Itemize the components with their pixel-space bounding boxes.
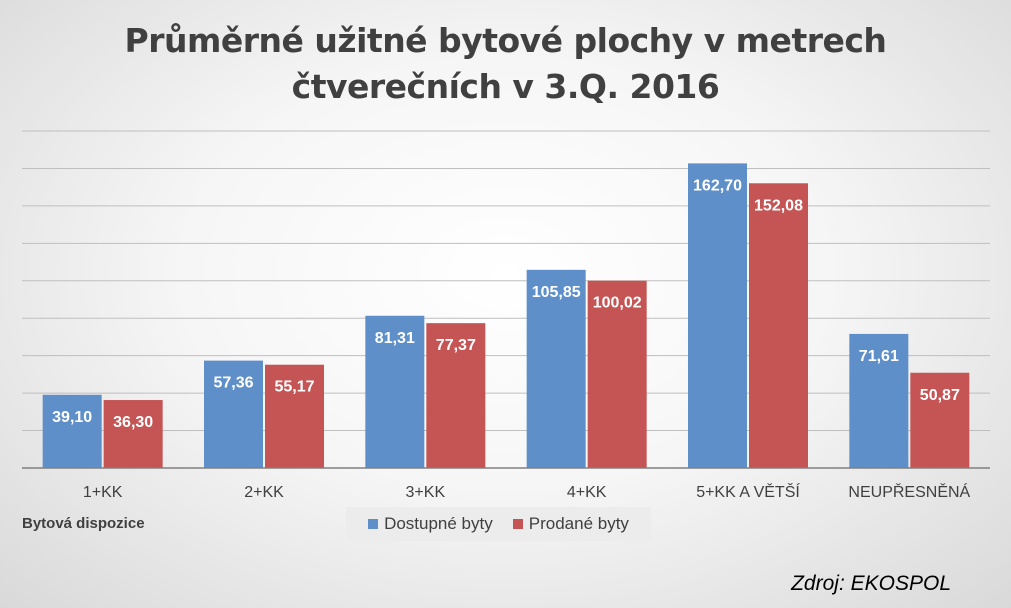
x-tick-label: 3+KK: [406, 484, 446, 501]
legend-item-prodane: Prodané byty: [512, 514, 629, 534]
legend-item-dostupne: Dostupné byty: [368, 514, 493, 534]
bar-value-label: 55,17: [274, 379, 314, 396]
bar: [849, 333, 909, 468]
bar: [526, 269, 586, 468]
chart-legend: Dostupné byty Prodané byty: [346, 507, 651, 541]
bar: [749, 183, 808, 468]
x-axis-title: Bytová dispozice: [22, 515, 145, 532]
bar: [688, 163, 747, 468]
legend-swatch-prodane: [512, 519, 523, 529]
bar-value-label: 81,31: [375, 330, 415, 347]
bar-value-label: 152,08: [754, 197, 803, 214]
bar: [587, 280, 647, 468]
x-tick-label: 1+KK: [83, 484, 123, 501]
bar-value-label: 100,02: [593, 295, 642, 312]
bar: [42, 394, 102, 468]
bar-value-label: 50,87: [920, 387, 960, 404]
bar-value-label: 105,85: [532, 284, 581, 301]
legend-label-prodane: Prodané byty: [528, 514, 629, 533]
x-tick-label: NEUPŘESNĚNÁ: [848, 482, 970, 501]
bar-value-label: 162,70: [693, 177, 742, 194]
bar: [426, 323, 486, 468]
bar: [365, 315, 425, 468]
x-tick-label: 5+KK A VĚTŠÍ: [696, 482, 800, 501]
bar-value-label: 77,37: [436, 337, 476, 354]
bar-value-label: 36,30: [113, 414, 153, 431]
x-tick-label: 2+KK: [244, 484, 284, 501]
source-note: Zdroj: EKOSPOL: [791, 572, 951, 595]
bar-value-label: 71,61: [859, 348, 899, 365]
bar: [265, 364, 324, 468]
legend-label-dostupne: Dostupné byty: [384, 514, 493, 533]
chart-title-line-1: Průměrné užitné bytové plochy v metrech: [124, 21, 887, 60]
bar-value-label: 39,10: [52, 409, 92, 426]
bar: [910, 372, 970, 468]
chart-title: Průměrné užitné bytové plochy v metrech …: [0, 18, 1011, 110]
bar: [103, 400, 163, 468]
x-tick-label: 4+KK: [567, 484, 607, 501]
bar: [204, 360, 263, 468]
bar-value-label: 57,36: [213, 375, 253, 392]
legend-swatch-dostupne: [368, 519, 379, 529]
chart-title-line-2: čtverečních v 3.Q. 2016: [291, 67, 720, 106]
